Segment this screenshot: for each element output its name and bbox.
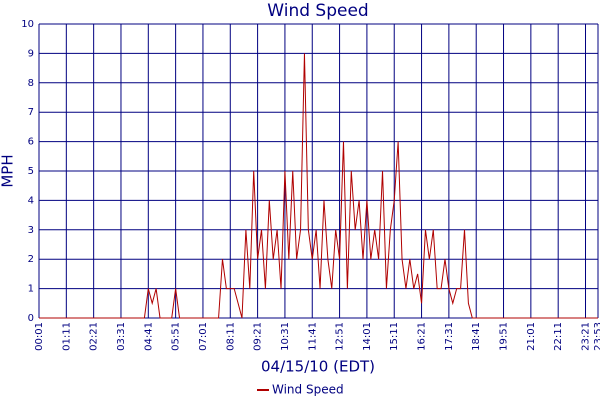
x-tick-label: 19:51 bbox=[499, 322, 510, 351]
data-line bbox=[39, 53, 598, 319]
y-tick-label: 4 bbox=[28, 195, 34, 206]
x-tick-label: 17:31 bbox=[444, 322, 455, 351]
y-tick-label: 10 bbox=[21, 19, 34, 30]
y-tick-label: 5 bbox=[28, 166, 34, 177]
y-tick-label: 6 bbox=[28, 137, 34, 148]
x-tick-label: 15:11 bbox=[389, 322, 400, 351]
x-tick-label: 23:21 bbox=[581, 322, 592, 351]
y-tick-label: 8 bbox=[28, 78, 34, 89]
x-tick-label: 16:21 bbox=[417, 322, 428, 351]
y-tick-label: 7 bbox=[28, 107, 34, 118]
x-tick-label: 01:11 bbox=[61, 322, 72, 351]
y-tick-label: 9 bbox=[28, 48, 34, 59]
x-tick-label: 09:21 bbox=[253, 322, 264, 351]
x-tick-label: 23:53 bbox=[593, 322, 600, 351]
x-tick-label: 22:11 bbox=[553, 322, 564, 351]
x-tick-label: 04:41 bbox=[143, 322, 154, 351]
y-tick-label: 1 bbox=[28, 284, 34, 295]
x-tick-label: 05:51 bbox=[171, 322, 182, 351]
y-axis-label: MPH bbox=[0, 154, 17, 187]
x-tick-label: 11:41 bbox=[307, 322, 318, 351]
x-tick-label: 21:01 bbox=[526, 322, 537, 351]
x-tick-label: 08:11 bbox=[225, 322, 236, 351]
y-tick-label: 3 bbox=[28, 225, 34, 236]
x-axis-label: 04/15/10 (EDT) bbox=[261, 358, 375, 376]
x-tick-label: 10:31 bbox=[280, 322, 291, 351]
y-tick-label: 2 bbox=[28, 254, 34, 265]
legend-label: Wind Speed bbox=[272, 383, 344, 397]
x-tick-label: 14:01 bbox=[362, 322, 373, 351]
x-tick-label: 12:51 bbox=[335, 322, 346, 351]
x-tick-label: 18:41 bbox=[471, 322, 482, 351]
x-tick-label: 03:31 bbox=[116, 322, 127, 351]
x-tick-label: 00:01 bbox=[34, 322, 45, 351]
x-tick-label: 02:21 bbox=[89, 322, 100, 351]
y-tick-label: 0 bbox=[28, 313, 34, 324]
chart-title: Wind Speed bbox=[267, 1, 368, 21]
x-tick-label: 07:01 bbox=[198, 322, 209, 351]
